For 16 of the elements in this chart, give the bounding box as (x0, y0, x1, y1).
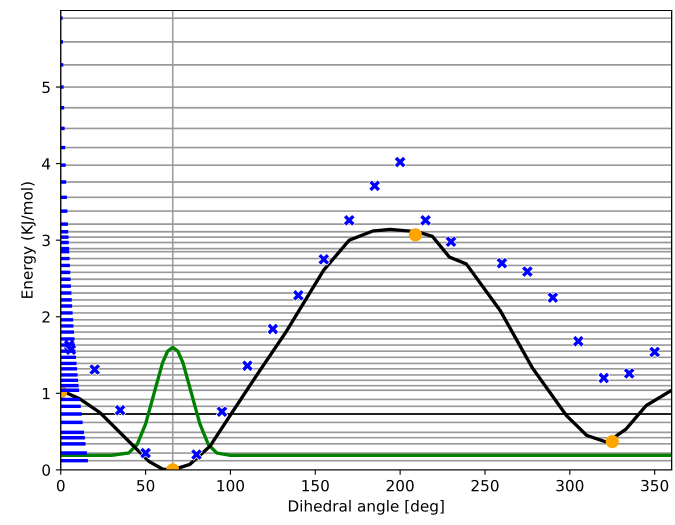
x-tick-label: 150 (302, 480, 329, 492)
y-tick-label: 4 (42, 158, 50, 170)
x-tick-label: 200 (386, 480, 414, 492)
y-tick-label: 0 (42, 464, 50, 476)
x-tick-label: 350 (641, 480, 668, 492)
y-tick-label: 5 (42, 82, 50, 94)
y-tick-label: 2 (42, 311, 50, 323)
x-tick-label: 300 (556, 480, 584, 492)
x-tick-label: 250 (472, 480, 499, 492)
y-axis-title: Energy (KJ/mol) (20, 182, 36, 298)
y-tick-label: 3 (42, 234, 50, 246)
x-tick-label: 0 (56, 480, 65, 492)
x-axis-title: Dihedral angle [deg] (288, 500, 444, 515)
y-tick-label: 1 (42, 388, 50, 400)
x-tick-label: 50 (137, 480, 154, 492)
x-tick-label: 100 (218, 480, 244, 492)
